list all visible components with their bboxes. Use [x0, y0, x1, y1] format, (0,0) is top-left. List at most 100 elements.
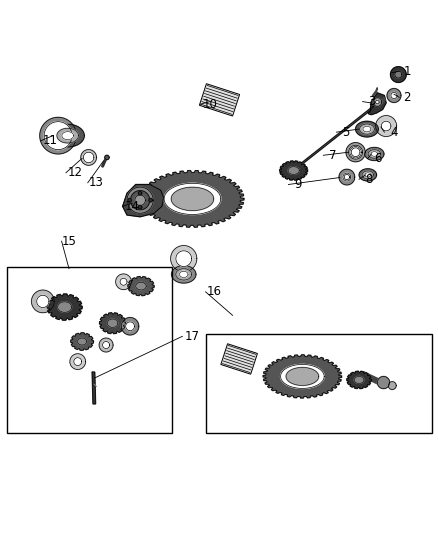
Polygon shape — [342, 173, 350, 181]
Polygon shape — [367, 150, 380, 158]
Polygon shape — [390, 92, 396, 99]
Bar — [205, 334, 431, 433]
Polygon shape — [127, 277, 154, 296]
Polygon shape — [107, 319, 117, 327]
Polygon shape — [92, 372, 95, 404]
Text: 15: 15 — [61, 235, 76, 248]
Polygon shape — [81, 150, 96, 165]
Polygon shape — [120, 278, 127, 285]
Polygon shape — [83, 152, 94, 163]
Text: 14: 14 — [124, 200, 139, 213]
Polygon shape — [99, 313, 125, 334]
Polygon shape — [164, 183, 220, 214]
Polygon shape — [127, 198, 131, 202]
Polygon shape — [57, 128, 78, 143]
Polygon shape — [279, 161, 307, 180]
Bar — [7, 268, 172, 433]
Polygon shape — [362, 126, 370, 132]
Polygon shape — [343, 174, 349, 180]
Polygon shape — [122, 184, 163, 217]
Polygon shape — [130, 191, 149, 210]
Text: 7: 7 — [328, 149, 336, 161]
Polygon shape — [361, 171, 373, 179]
Polygon shape — [138, 191, 141, 195]
Text: 10: 10 — [202, 98, 217, 111]
Polygon shape — [135, 282, 146, 290]
Text: 3: 3 — [367, 95, 375, 108]
Polygon shape — [175, 269, 191, 280]
Polygon shape — [359, 124, 374, 134]
Polygon shape — [102, 342, 110, 349]
Polygon shape — [141, 171, 244, 227]
Bar — [199, 84, 239, 116]
Text: 11: 11 — [42, 134, 58, 147]
Polygon shape — [47, 294, 82, 320]
Polygon shape — [381, 121, 390, 131]
Polygon shape — [171, 265, 195, 283]
Text: 9: 9 — [293, 178, 301, 191]
Polygon shape — [364, 148, 383, 160]
Text: 16: 16 — [206, 285, 221, 298]
Polygon shape — [388, 382, 395, 390]
Polygon shape — [280, 365, 323, 389]
Polygon shape — [371, 87, 377, 96]
Polygon shape — [350, 148, 359, 157]
Polygon shape — [348, 145, 362, 159]
Polygon shape — [375, 100, 378, 104]
Polygon shape — [338, 169, 354, 185]
Text: 8: 8 — [364, 173, 371, 186]
Polygon shape — [121, 318, 138, 335]
Polygon shape — [74, 358, 81, 366]
Polygon shape — [57, 302, 71, 312]
Polygon shape — [71, 333, 93, 350]
Polygon shape — [116, 274, 131, 289]
Polygon shape — [353, 376, 363, 383]
Polygon shape — [51, 124, 84, 147]
Polygon shape — [62, 132, 73, 140]
Polygon shape — [378, 97, 385, 105]
Polygon shape — [349, 147, 360, 158]
Polygon shape — [125, 322, 134, 330]
Polygon shape — [134, 195, 145, 205]
Polygon shape — [355, 121, 378, 137]
Polygon shape — [375, 116, 396, 136]
Polygon shape — [386, 88, 400, 102]
Bar — [220, 344, 257, 374]
Polygon shape — [78, 338, 86, 345]
Text: 1: 1 — [403, 64, 410, 78]
Polygon shape — [99, 338, 113, 352]
Polygon shape — [346, 371, 371, 389]
Polygon shape — [390, 67, 405, 83]
Polygon shape — [394, 71, 401, 78]
Polygon shape — [286, 367, 318, 385]
Polygon shape — [32, 290, 54, 313]
Text: 12: 12 — [67, 166, 82, 179]
Polygon shape — [70, 354, 85, 369]
Polygon shape — [105, 155, 109, 159]
Polygon shape — [370, 152, 377, 156]
Polygon shape — [127, 187, 153, 213]
Polygon shape — [364, 173, 370, 177]
Polygon shape — [367, 93, 385, 115]
Polygon shape — [377, 376, 389, 389]
Polygon shape — [176, 251, 191, 266]
Polygon shape — [372, 98, 381, 107]
Polygon shape — [358, 169, 376, 181]
Polygon shape — [345, 143, 364, 162]
Text: 13: 13 — [89, 176, 104, 189]
Text: 17: 17 — [184, 330, 199, 343]
Text: 2: 2 — [403, 91, 410, 104]
Polygon shape — [148, 198, 152, 202]
Text: 5: 5 — [342, 126, 349, 139]
Polygon shape — [37, 295, 49, 308]
Polygon shape — [287, 167, 299, 174]
Polygon shape — [170, 246, 196, 272]
Polygon shape — [262, 355, 341, 398]
Polygon shape — [179, 271, 187, 277]
Text: 6: 6 — [373, 152, 380, 165]
Polygon shape — [171, 187, 213, 211]
Polygon shape — [44, 122, 72, 150]
Polygon shape — [289, 104, 375, 174]
Text: 4: 4 — [389, 126, 397, 139]
Polygon shape — [361, 372, 382, 385]
